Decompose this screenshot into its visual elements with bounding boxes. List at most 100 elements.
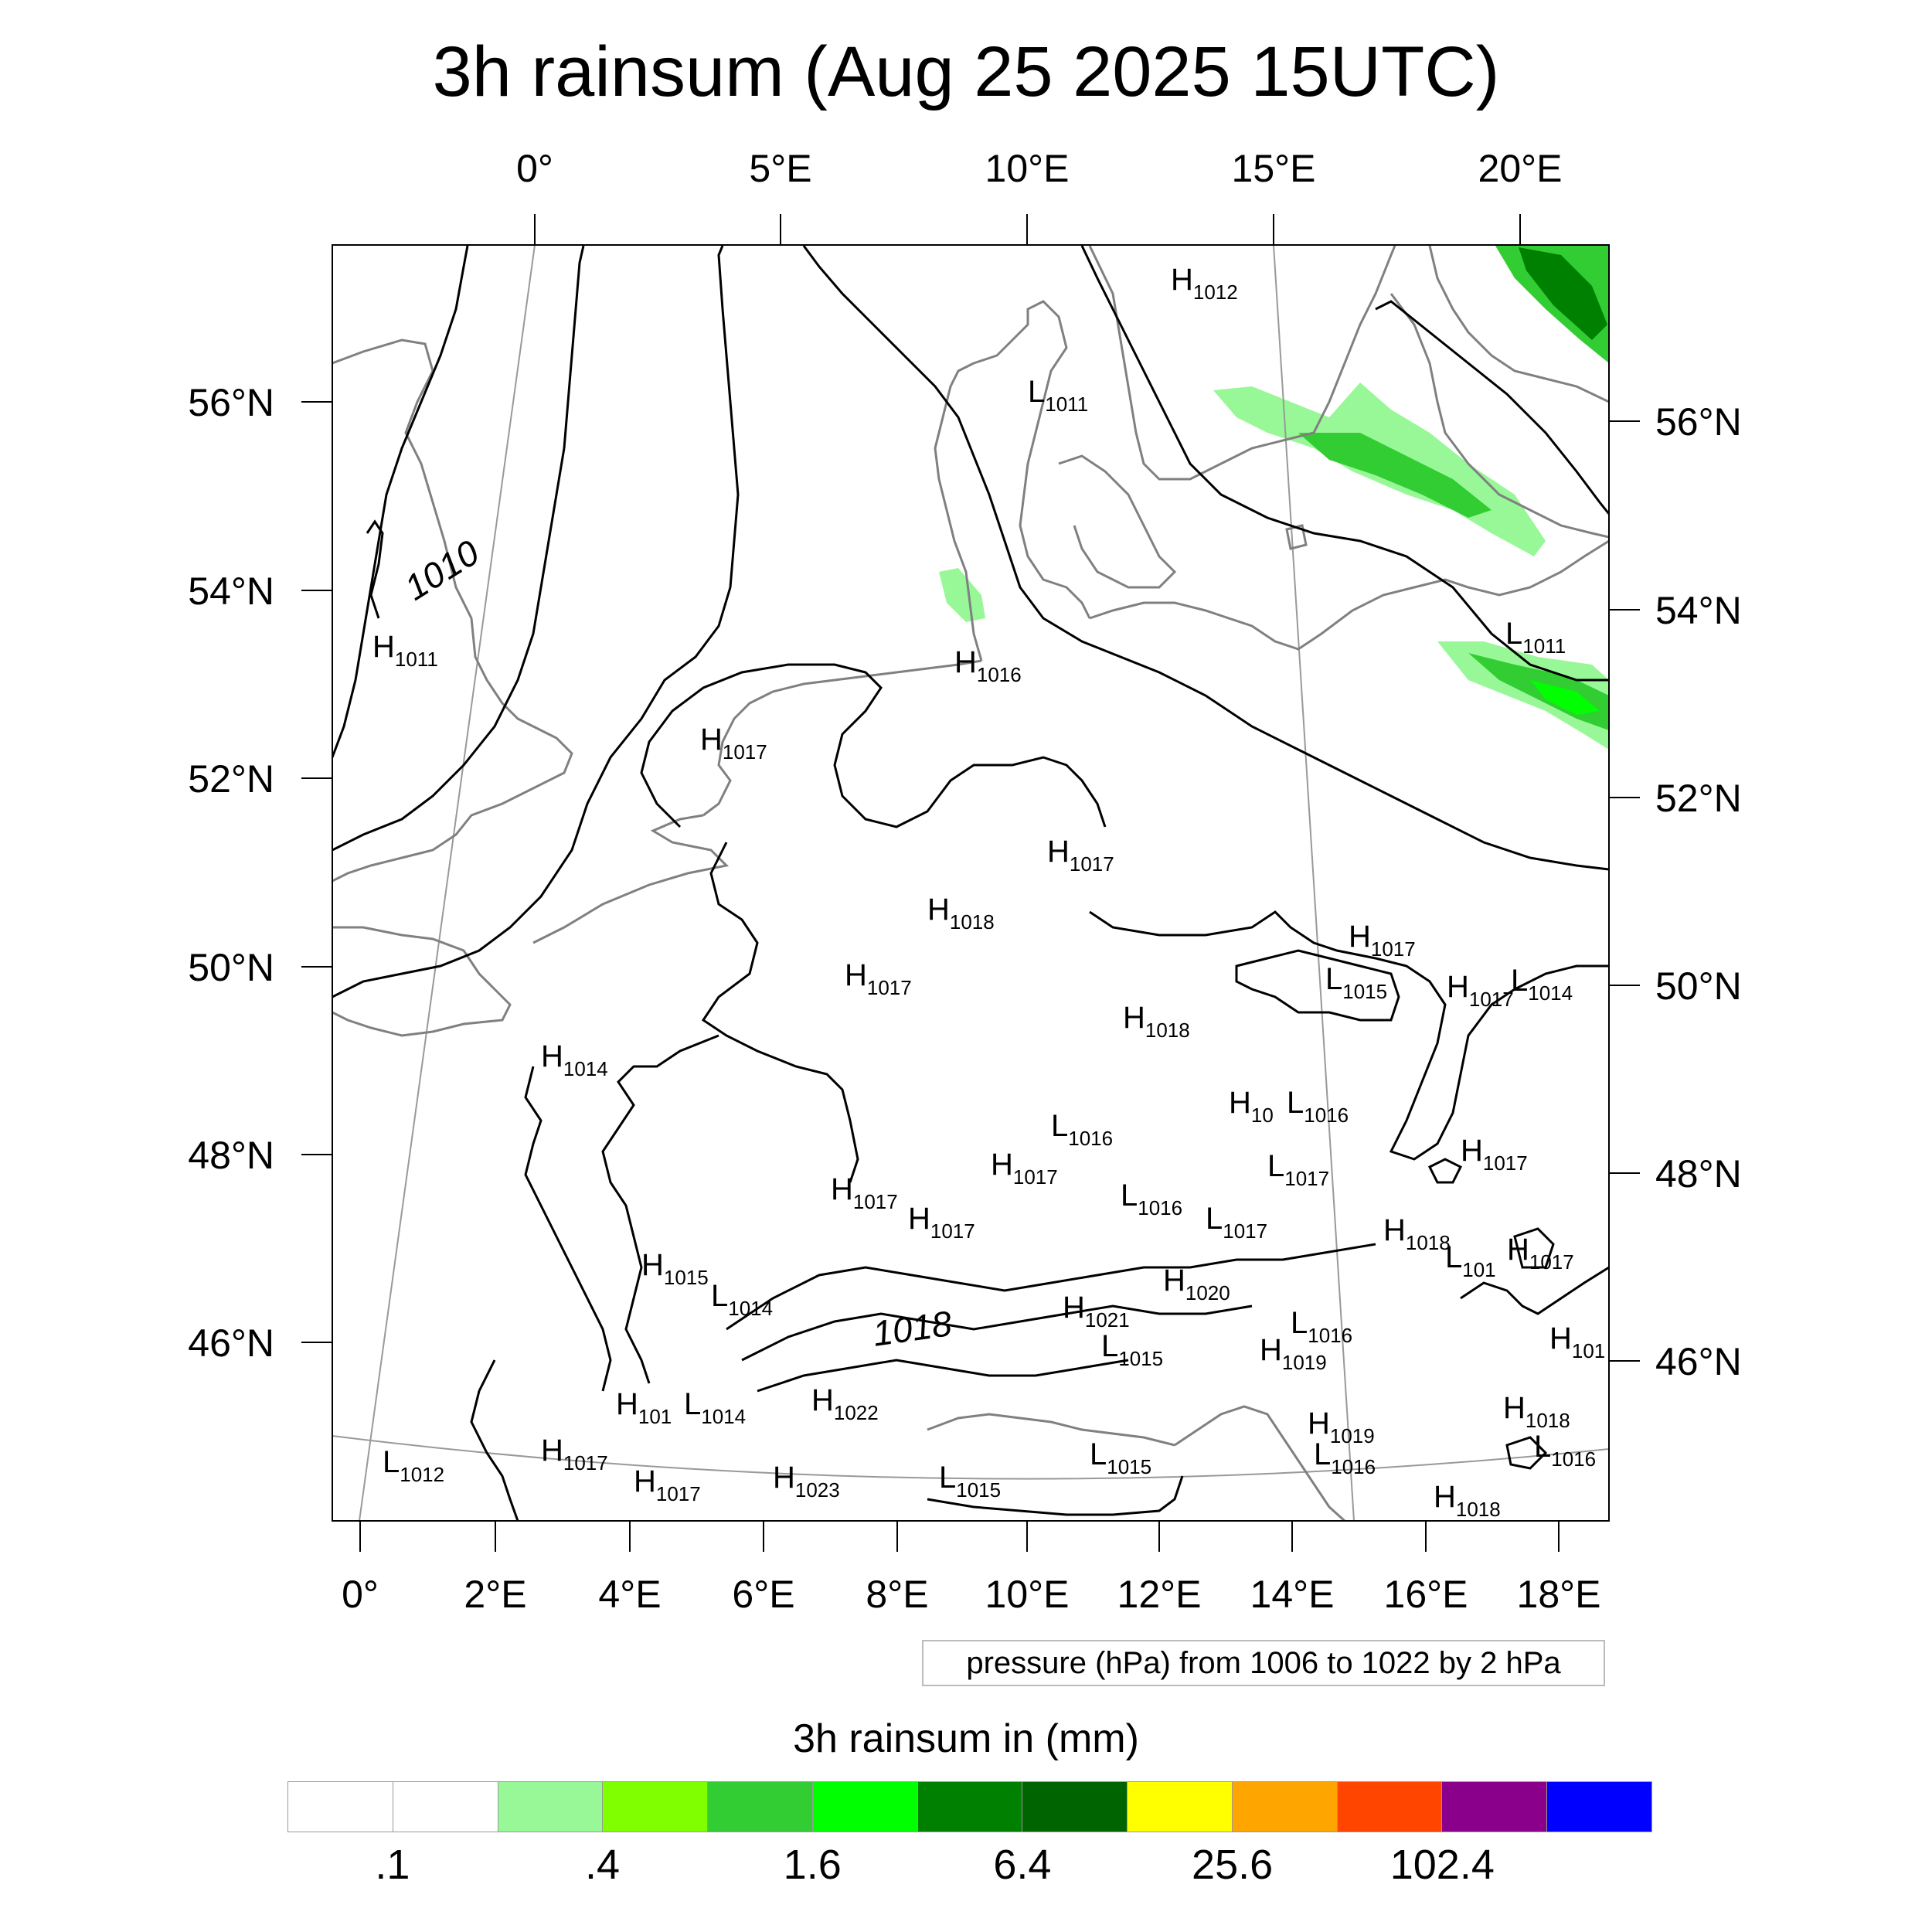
- map-title: 3h rainsum (Aug 25 2025 15UTC): [432, 32, 1500, 111]
- pressure-center-value: 101: [638, 1405, 672, 1428]
- pressure-center-letter: H: [1349, 920, 1371, 954]
- low-pressure-center: L1016: [1287, 1086, 1349, 1127]
- top-lon-label: 15°E: [1232, 147, 1316, 190]
- pressure-center-value: 1018: [1406, 1231, 1451, 1254]
- bottom-lon-label: 14°E: [1250, 1573, 1335, 1616]
- pressure-center-letter: H: [634, 1464, 656, 1498]
- low-pressure-center: L1016: [1314, 1437, 1376, 1478]
- colorbar-swatch: [812, 1782, 918, 1832]
- top-lon-label: 0°: [516, 147, 553, 190]
- pressure-center-letter: H: [831, 1172, 853, 1206]
- pressure-center-letter: H: [1308, 1406, 1330, 1440]
- isobar-1012-baltic: [1080, 245, 1609, 682]
- isobar-1018-east: [1089, 910, 1609, 1161]
- colorbar-swatch: [498, 1782, 604, 1832]
- pressure-center-value: 1014: [728, 1297, 773, 1320]
- pressure-center-letter: H: [541, 1434, 563, 1468]
- map-frame: [332, 244, 1610, 1522]
- high-pressure-center: H1012: [1171, 263, 1238, 304]
- high-pressure-center: H1011: [372, 630, 438, 671]
- pressure-center-value: 1015: [956, 1478, 1001, 1502]
- axis-ticks: [301, 214, 1640, 1552]
- high-pressure-center: H1021: [1063, 1291, 1130, 1332]
- legend-title: 3h rainsum in (mm): [793, 1716, 1139, 1761]
- high-pressure-center: H101: [1549, 1321, 1605, 1362]
- pressure-center-value: 1015: [664, 1266, 709, 1289]
- right-lat-label: 52°N: [1655, 777, 1742, 820]
- pressure-center-letter: H: [773, 1461, 795, 1495]
- pressure-center-letter: H: [1163, 1264, 1185, 1298]
- pressure-center-value: 1017: [1371, 937, 1416, 961]
- pressure-center-letter: H: [1461, 1134, 1483, 1168]
- coast-germany-baltic: [1089, 539, 1609, 651]
- low-pressure-center: L1015: [1090, 1437, 1151, 1478]
- high-pressure-center: H1017: [845, 958, 912, 999]
- colorbar-swatch: [917, 1782, 1023, 1832]
- pressure-center-value: 1017: [563, 1451, 608, 1475]
- high-pressure-center: H1023: [773, 1461, 840, 1502]
- pressure-center-value: 101: [1572, 1339, 1605, 1362]
- low-pressure-center: L1014: [711, 1279, 773, 1320]
- pressure-center-letter: H: [1434, 1480, 1456, 1514]
- high-pressure-center: H1017: [831, 1172, 898, 1213]
- isobar-1014-north-sea: [802, 245, 1609, 871]
- pressure-center-letter: L: [1101, 1329, 1118, 1363]
- low-pressure-center: L1016: [1534, 1430, 1596, 1471]
- isobar-1018-balkan-loop: [1427, 1158, 1463, 1184]
- coast-low-countries: [702, 659, 982, 817]
- high-pressure-center: H1018: [1434, 1480, 1501, 1521]
- pressure-center-letter: H: [1063, 1291, 1085, 1325]
- left-lat-label: 46°N: [188, 1321, 274, 1365]
- colorbar-swatch: [393, 1782, 498, 1832]
- pressure-center-value: 1015: [1342, 980, 1387, 1003]
- coast-adriatic: [1174, 1405, 1346, 1521]
- pressure-center-letter: L: [711, 1279, 728, 1313]
- pressure-center-letter: H: [1507, 1233, 1529, 1267]
- pressure-center-value: 1014: [701, 1405, 746, 1428]
- isobars: [332, 245, 1609, 1521]
- high-pressure-center: H10: [1229, 1086, 1274, 1127]
- pressure-center-value: 1019: [1330, 1424, 1375, 1447]
- rain-area-poland-east-heavy: [1530, 680, 1600, 715]
- pressure-center-letter: H: [700, 723, 723, 757]
- pressure-center-letter: H: [1447, 970, 1469, 1004]
- pressure-center-letter: H: [541, 1039, 563, 1073]
- pressure-center-letter: H: [1503, 1391, 1526, 1425]
- bottom-lon-label: 16°E: [1384, 1573, 1468, 1616]
- low-pressure-center: L1016: [1121, 1179, 1182, 1219]
- isobar-1020-alps: [741, 1304, 1253, 1362]
- colorbar-swatch: [1232, 1782, 1338, 1832]
- rain-area-baltic-core: [1298, 433, 1492, 518]
- isobar-1010-east: [1375, 300, 1609, 515]
- high-pressure-center: H1020: [1163, 1264, 1230, 1304]
- pressure-center-value: 1012: [1193, 281, 1238, 304]
- high-pressure-center: H1016: [954, 645, 1022, 686]
- pressure-center-letter: H: [1383, 1213, 1406, 1247]
- pressure-center-letter: H: [908, 1202, 930, 1236]
- right-lat-label: 50°N: [1655, 964, 1742, 1008]
- bottom-lon-label: 4°E: [598, 1573, 661, 1616]
- pressure-center-value: 1017: [656, 1482, 701, 1505]
- isobar-1016-scotland: [366, 519, 384, 619]
- pressure-center-value: 1017: [1070, 852, 1114, 876]
- pressure-center-letter: H: [1123, 1001, 1145, 1035]
- pressure-center-value: 1016: [1138, 1196, 1182, 1219]
- pressure-center-value: 1016: [977, 663, 1022, 686]
- isobar-1010-label-line: [332, 245, 585, 852]
- colorbar-swatch: [603, 1782, 709, 1832]
- pressure-center-value: 1016: [1308, 1324, 1352, 1347]
- left-lat-label: 56°N: [188, 381, 274, 424]
- right-lat-label: 46°N: [1655, 1340, 1742, 1383]
- pressure-contour-note: pressure (hPa) from 1006 to 1022 by 2 hP…: [922, 1640, 1605, 1686]
- pressure-center-value: 1020: [1185, 1281, 1230, 1304]
- bottom-lon-label: 0°: [342, 1573, 379, 1616]
- pressure-center-letter: L: [1287, 1086, 1304, 1120]
- pressure-center-letter: L: [1291, 1306, 1308, 1340]
- coast-jutland-east: [973, 300, 1091, 619]
- bottom-lon-label: 6°E: [732, 1573, 794, 1616]
- pressure-center-letter: H: [641, 1248, 664, 1282]
- bottom-lon-label: 12°E: [1117, 1573, 1202, 1616]
- pressure-center-letter: H: [616, 1387, 638, 1421]
- high-pressure-center: H1017: [541, 1434, 608, 1475]
